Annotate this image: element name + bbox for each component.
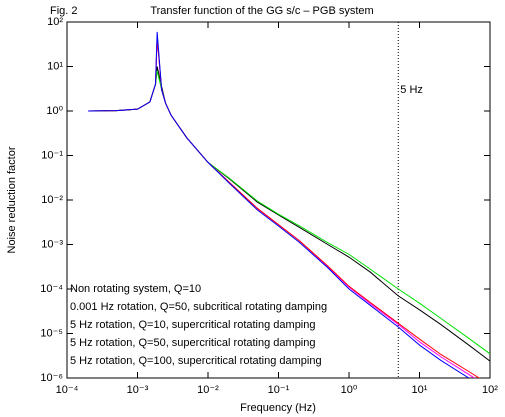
series-line (88, 37, 476, 378)
y-tick-label: 10⁰ (46, 105, 63, 117)
plot-area (88, 22, 490, 378)
x-tick-label: 10⁻¹ (268, 384, 290, 396)
legend-entry: 5 Hz rotation, Q=100, supercritical rota… (70, 355, 322, 367)
x-tick-label: 10⁻³ (127, 384, 149, 396)
chart-title: Transfer function of the GG s/c – PGB sy… (150, 5, 373, 17)
y-tick-label: 10⁻² (41, 194, 63, 206)
y-tick-label: 10¹ (47, 60, 63, 72)
legend-entry: 5 Hz rotation, Q=50, supercritical rotat… (70, 337, 316, 349)
y-axis-label: Noise reduction factor (6, 146, 18, 253)
series-line (88, 66, 490, 362)
series-line (88, 31, 470, 378)
y-tick-label: 10² (47, 16, 63, 28)
x-tick-label: 10¹ (412, 384, 428, 396)
x-tick-label: 10⁰ (341, 384, 358, 396)
x-tick-label: 10² (482, 384, 498, 396)
y-tick-label: 10⁻³ (41, 238, 63, 250)
y-tick-label: 10⁻⁵ (40, 327, 63, 339)
series-line (88, 37, 481, 378)
reference-label: 5 Hz (400, 84, 423, 96)
legend-entry: Non rotating system, Q=10 (70, 283, 201, 295)
x-tick-label: 10⁻² (197, 384, 219, 396)
figure-label: Fig. 2 (50, 5, 78, 17)
x-tick-label: 10⁻⁴ (56, 384, 79, 396)
legend: Non rotating system, Q=10 0.001 Hz rotati… (70, 283, 327, 367)
y-tick-label: 10⁻⁶ (40, 372, 63, 384)
legend-entry: 5 Hz rotation, Q=10, supercritical rotat… (70, 319, 316, 331)
x-axis-label: Frequency (Hz) (240, 402, 316, 414)
y-tick-label: 10⁻¹ (41, 149, 63, 161)
y-tick-label: 10⁻⁴ (40, 283, 63, 295)
legend-entry: 0.001 Hz rotation, Q=50, subcritical rot… (70, 301, 327, 313)
